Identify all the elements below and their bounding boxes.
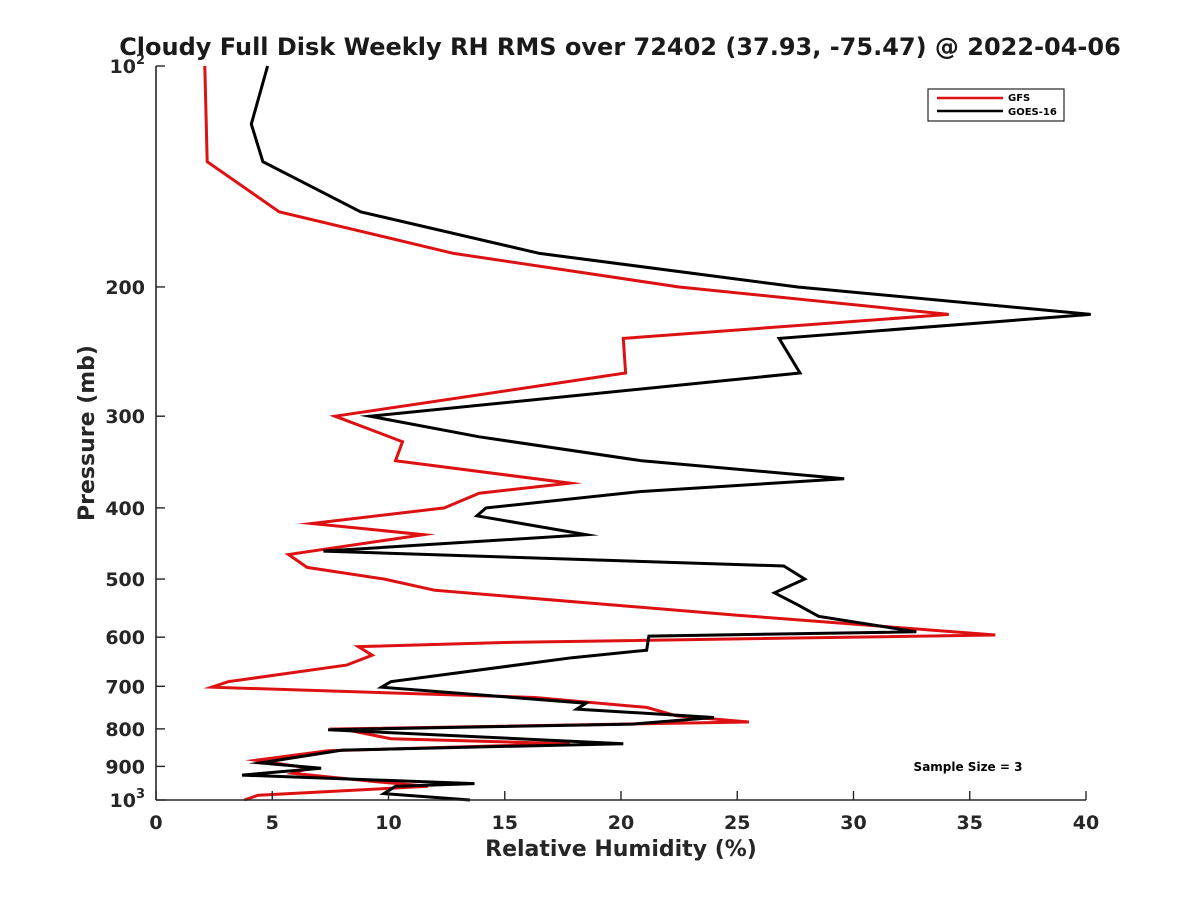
x-tick-label: 10 xyxy=(375,812,401,834)
y-tick-label: 900 xyxy=(105,756,145,778)
x-tick-label: 5 xyxy=(266,812,279,834)
plot-area: 0 5 10 15 20 25 30 35 40 102 200 300 400 500 600 700 80… xyxy=(105,53,1099,834)
x-tick-label: 20 xyxy=(608,812,634,834)
legend: GFS GOES-16 xyxy=(927,88,1065,122)
y-axis-label: Pressure (mb) xyxy=(75,345,100,521)
series-line-goes-16 xyxy=(241,65,1091,802)
legend-label-gfs: GFS xyxy=(1008,93,1030,104)
y-tick-label: 103 xyxy=(110,787,146,812)
y-tick-label: 500 xyxy=(105,569,145,591)
axes-background xyxy=(156,66,1086,800)
legend-label-goes16: GOES-16 xyxy=(1008,107,1057,118)
y-tick-label: 800 xyxy=(105,719,145,741)
y-tick-label: 200 xyxy=(105,277,145,299)
y-tick-label: 700 xyxy=(105,676,145,698)
series-layer xyxy=(203,65,1091,802)
x-tick-label: 40 xyxy=(1073,812,1099,834)
y-tick-label: 600 xyxy=(105,627,145,649)
x-tick-label: 35 xyxy=(957,812,983,834)
x-axis-ticks: 0 5 10 15 20 25 30 35 40 xyxy=(149,791,1099,834)
y-tick-label: 102 xyxy=(110,53,146,78)
x-tick-label: 25 xyxy=(724,812,750,834)
x-tick-label: 15 xyxy=(492,812,518,834)
x-axis-label: Relative Humidity (%) xyxy=(485,837,757,862)
y-axis-ticks: 102 200 300 400 500 600 700 800 900 103 xyxy=(105,53,165,812)
chart-title: Cloudy Full Disk Weekly RH RMS over 7240… xyxy=(119,33,1121,61)
y-tick-label: 300 xyxy=(105,406,145,428)
y-tick-label: 400 xyxy=(105,498,145,520)
legend-box xyxy=(927,88,1065,122)
x-tick-label: 0 xyxy=(149,812,162,834)
x-tick-label: 30 xyxy=(840,812,866,834)
sample-size-annotation: Sample Size = 3 xyxy=(914,760,1023,774)
